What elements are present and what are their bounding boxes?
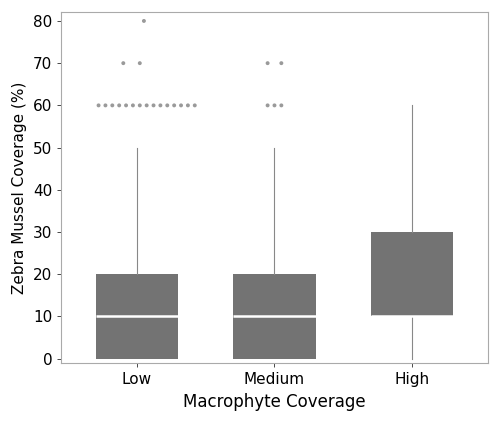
Point [108, 102, 116, 109]
Point [264, 102, 272, 109]
Point [136, 60, 144, 66]
Point [115, 102, 123, 109]
X-axis label: Macrophyte Coverage: Macrophyte Coverage [183, 393, 366, 410]
Y-axis label: Zebra Mussel Coverage (%): Zebra Mussel Coverage (%) [12, 82, 28, 294]
Point [140, 18, 148, 25]
Point [278, 60, 285, 66]
Point [170, 102, 178, 109]
Point [191, 102, 199, 109]
Point [142, 102, 150, 109]
Point [94, 102, 102, 109]
Point [136, 102, 144, 109]
PathPatch shape [96, 274, 178, 359]
Point [122, 102, 130, 109]
PathPatch shape [370, 232, 453, 316]
Point [184, 102, 192, 109]
Point [177, 102, 185, 109]
Point [120, 60, 128, 66]
Point [264, 60, 272, 66]
Point [150, 102, 158, 109]
Point [278, 102, 285, 109]
Point [102, 102, 110, 109]
Point [129, 102, 137, 109]
Point [164, 102, 172, 109]
Point [270, 102, 278, 109]
PathPatch shape [233, 274, 316, 359]
Point [156, 102, 164, 109]
